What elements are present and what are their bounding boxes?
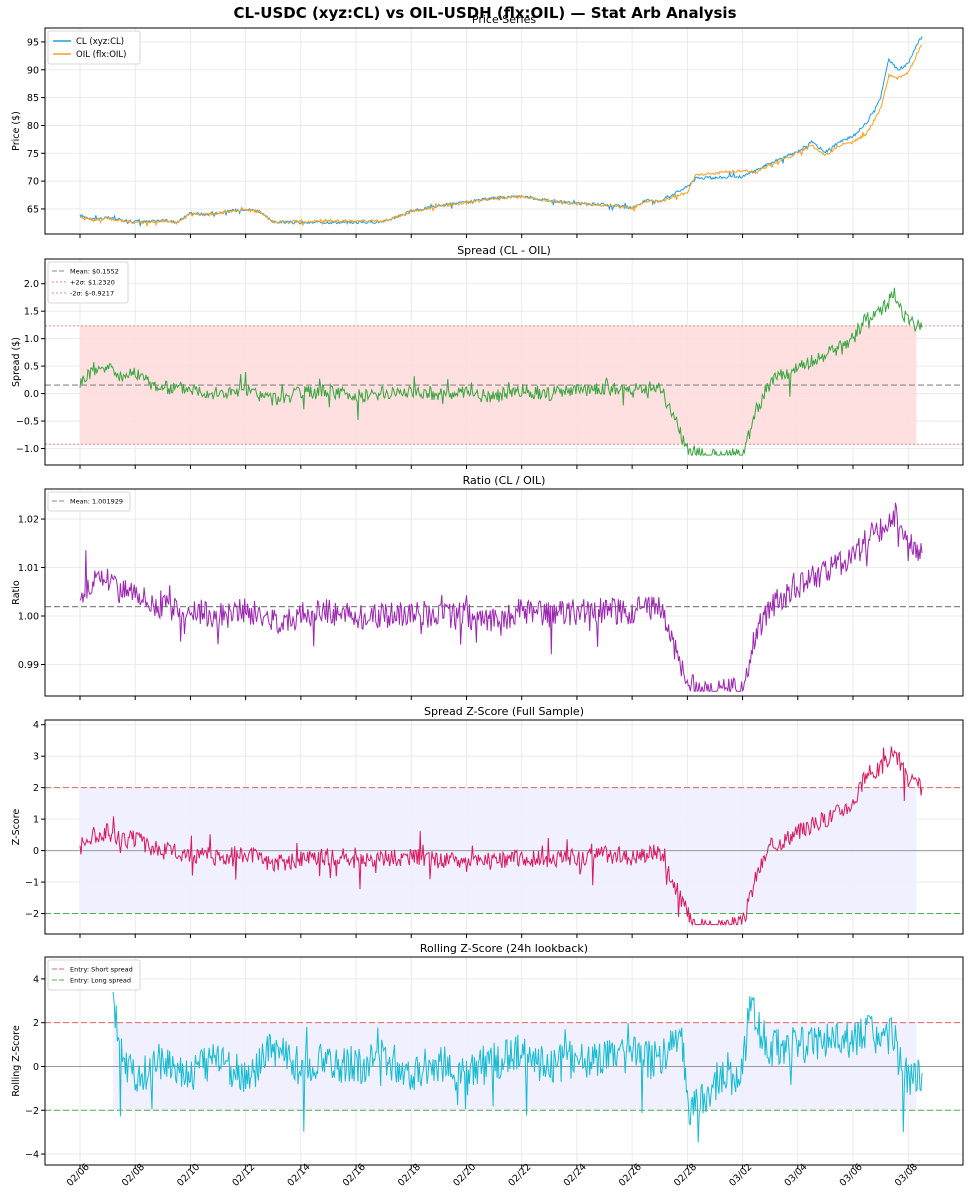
legend-label: Entry: Long spread <box>70 977 131 985</box>
y-tick-label: 65 <box>27 204 39 215</box>
y-tick-label: −2 <box>25 1106 39 1117</box>
x-tick-label: 03/02 <box>727 1162 754 1189</box>
axes-frame <box>44 956 964 1166</box>
figure-title: CL-USDC (xyz:CL) vs OIL-USDH (flx:OIL) —… <box>233 4 736 22</box>
x-tick-label: 02/22 <box>506 1162 533 1189</box>
legend-label: Mean: 1.001929 <box>70 498 123 506</box>
y-tick-label: 0.99 <box>18 660 39 671</box>
y-tick-label: 0 <box>33 1062 39 1073</box>
panel-title: Rolling Z-Score (24h lookback) <box>420 942 588 955</box>
legend-label: OIL (flx:OIL) <box>76 50 126 60</box>
axes-frame <box>44 27 964 235</box>
x-tick-label: 02/10 <box>175 1162 202 1189</box>
y-tick-label: −2 <box>25 909 39 920</box>
axes-frame <box>44 488 964 697</box>
y-tick-label: 2 <box>33 783 39 794</box>
y-tick-label: 0.5 <box>24 362 39 373</box>
x-tick-label: 03/08 <box>893 1162 920 1189</box>
legend-box <box>47 959 141 991</box>
y-tick-label: −1.0 <box>16 444 39 455</box>
y-tick-label: 1.02 <box>18 515 39 526</box>
series-line-1 <box>112 991 923 1143</box>
y-tick-label: 2 <box>33 1018 39 1029</box>
y-axis-label: Spread ($) <box>11 337 22 387</box>
panel-1: Price Series 65 70 75 80 85 90 95 Price ($) CL (x… <box>11 13 964 238</box>
x-tick-label: 03/04 <box>782 1162 809 1189</box>
legend-label: CL (xyz:CL) <box>76 37 124 47</box>
y-tick-label: −1 <box>25 878 39 889</box>
y-tick-label: 1.0 <box>24 334 39 345</box>
legend-label: -2σ: $-0.9217 <box>70 290 114 298</box>
panel-3: Ratio (CL / OIL) 0.99 1.00 1.01 1.02 Ratio Mea… <box>11 474 964 700</box>
legend-label: +2σ: $1.2320 <box>70 279 115 287</box>
legend-label: Mean: $0.1552 <box>70 268 119 276</box>
series-line-1 <box>79 746 923 927</box>
y-tick-label: 3 <box>33 752 39 763</box>
x-tick-label: 02/26 <box>617 1162 644 1189</box>
y-tick-label: 4 <box>33 720 39 731</box>
legend-box <box>47 30 141 65</box>
y-tick-label: −4 <box>25 1150 39 1161</box>
x-tick-label: 02/28 <box>672 1162 699 1189</box>
y-tick-label: 1.00 <box>18 612 39 623</box>
y-tick-label: 1.5 <box>24 307 39 318</box>
y-tick-label: 75 <box>27 149 39 160</box>
x-tick-label: 02/08 <box>120 1162 147 1189</box>
panel-title: Spread (CL - OIL) <box>457 244 551 257</box>
y-tick-label: 2.0 <box>24 279 39 290</box>
series-line-1 <box>79 502 923 693</box>
y-axis-label: Ratio <box>11 580 22 605</box>
legend-box <box>47 491 131 512</box>
x-tick-label: 02/12 <box>230 1162 257 1189</box>
y-tick-label: 80 <box>27 121 39 132</box>
x-tick-label: 02/18 <box>396 1162 423 1189</box>
panel-title: Price Series <box>472 13 536 26</box>
y-tick-label: 95 <box>27 37 39 48</box>
axes-frame <box>44 719 964 935</box>
panel-title: Spread Z-Score (Full Sample) <box>424 705 584 718</box>
y-tick-label: 4 <box>33 974 39 985</box>
x-tick-label: 02/14 <box>286 1162 313 1189</box>
x-axis-labels: 02/06 02/08 02/10 02/12 02/14 02/16 02/18 02/20… <box>65 1162 920 1189</box>
y-tick-label: 0.0 <box>24 389 39 400</box>
panel-title: Ratio (CL / OIL) <box>463 474 546 487</box>
series-line-1 <box>79 287 923 457</box>
y-tick-label: 1.01 <box>18 563 39 574</box>
legend-label: Entry: Short spread <box>70 966 133 974</box>
y-tick-label: −0.5 <box>16 417 39 428</box>
series-line-2 <box>79 44 923 228</box>
y-tick-label: 85 <box>27 93 39 104</box>
panel-4: Spread Z-Score (Full Sample) −2 −1 0 1 2 3 4 Z-S… <box>11 705 964 938</box>
panel-2: Spread (CL - OIL) −1.0 −0.5 0.0 0.5 1.0 1.5 2.0… <box>11 244 964 469</box>
x-tick-label: 02/24 <box>562 1162 589 1189</box>
y-tick-label: 1 <box>33 815 39 826</box>
panel-5: Rolling Z-Score (24h lookback) −4 −2 0 2 4 Rol… <box>11 942 964 1169</box>
axes-frame <box>44 258 964 466</box>
y-axis-label: Rolling Z-Score <box>11 1025 22 1097</box>
y-axis-label: Z-Score <box>11 809 22 846</box>
y-tick-label: 0 <box>33 846 39 857</box>
x-tick-label: 03/06 <box>838 1162 865 1189</box>
y-axis-label: Price ($) <box>11 111 22 151</box>
y-tick-label: 90 <box>27 65 39 76</box>
y-tick-label: 70 <box>27 177 39 188</box>
x-tick-label: 02/06 <box>65 1162 92 1189</box>
x-tick-label: 02/16 <box>341 1162 368 1189</box>
legend-box <box>47 261 129 304</box>
x-tick-label: 02/20 <box>451 1162 478 1189</box>
